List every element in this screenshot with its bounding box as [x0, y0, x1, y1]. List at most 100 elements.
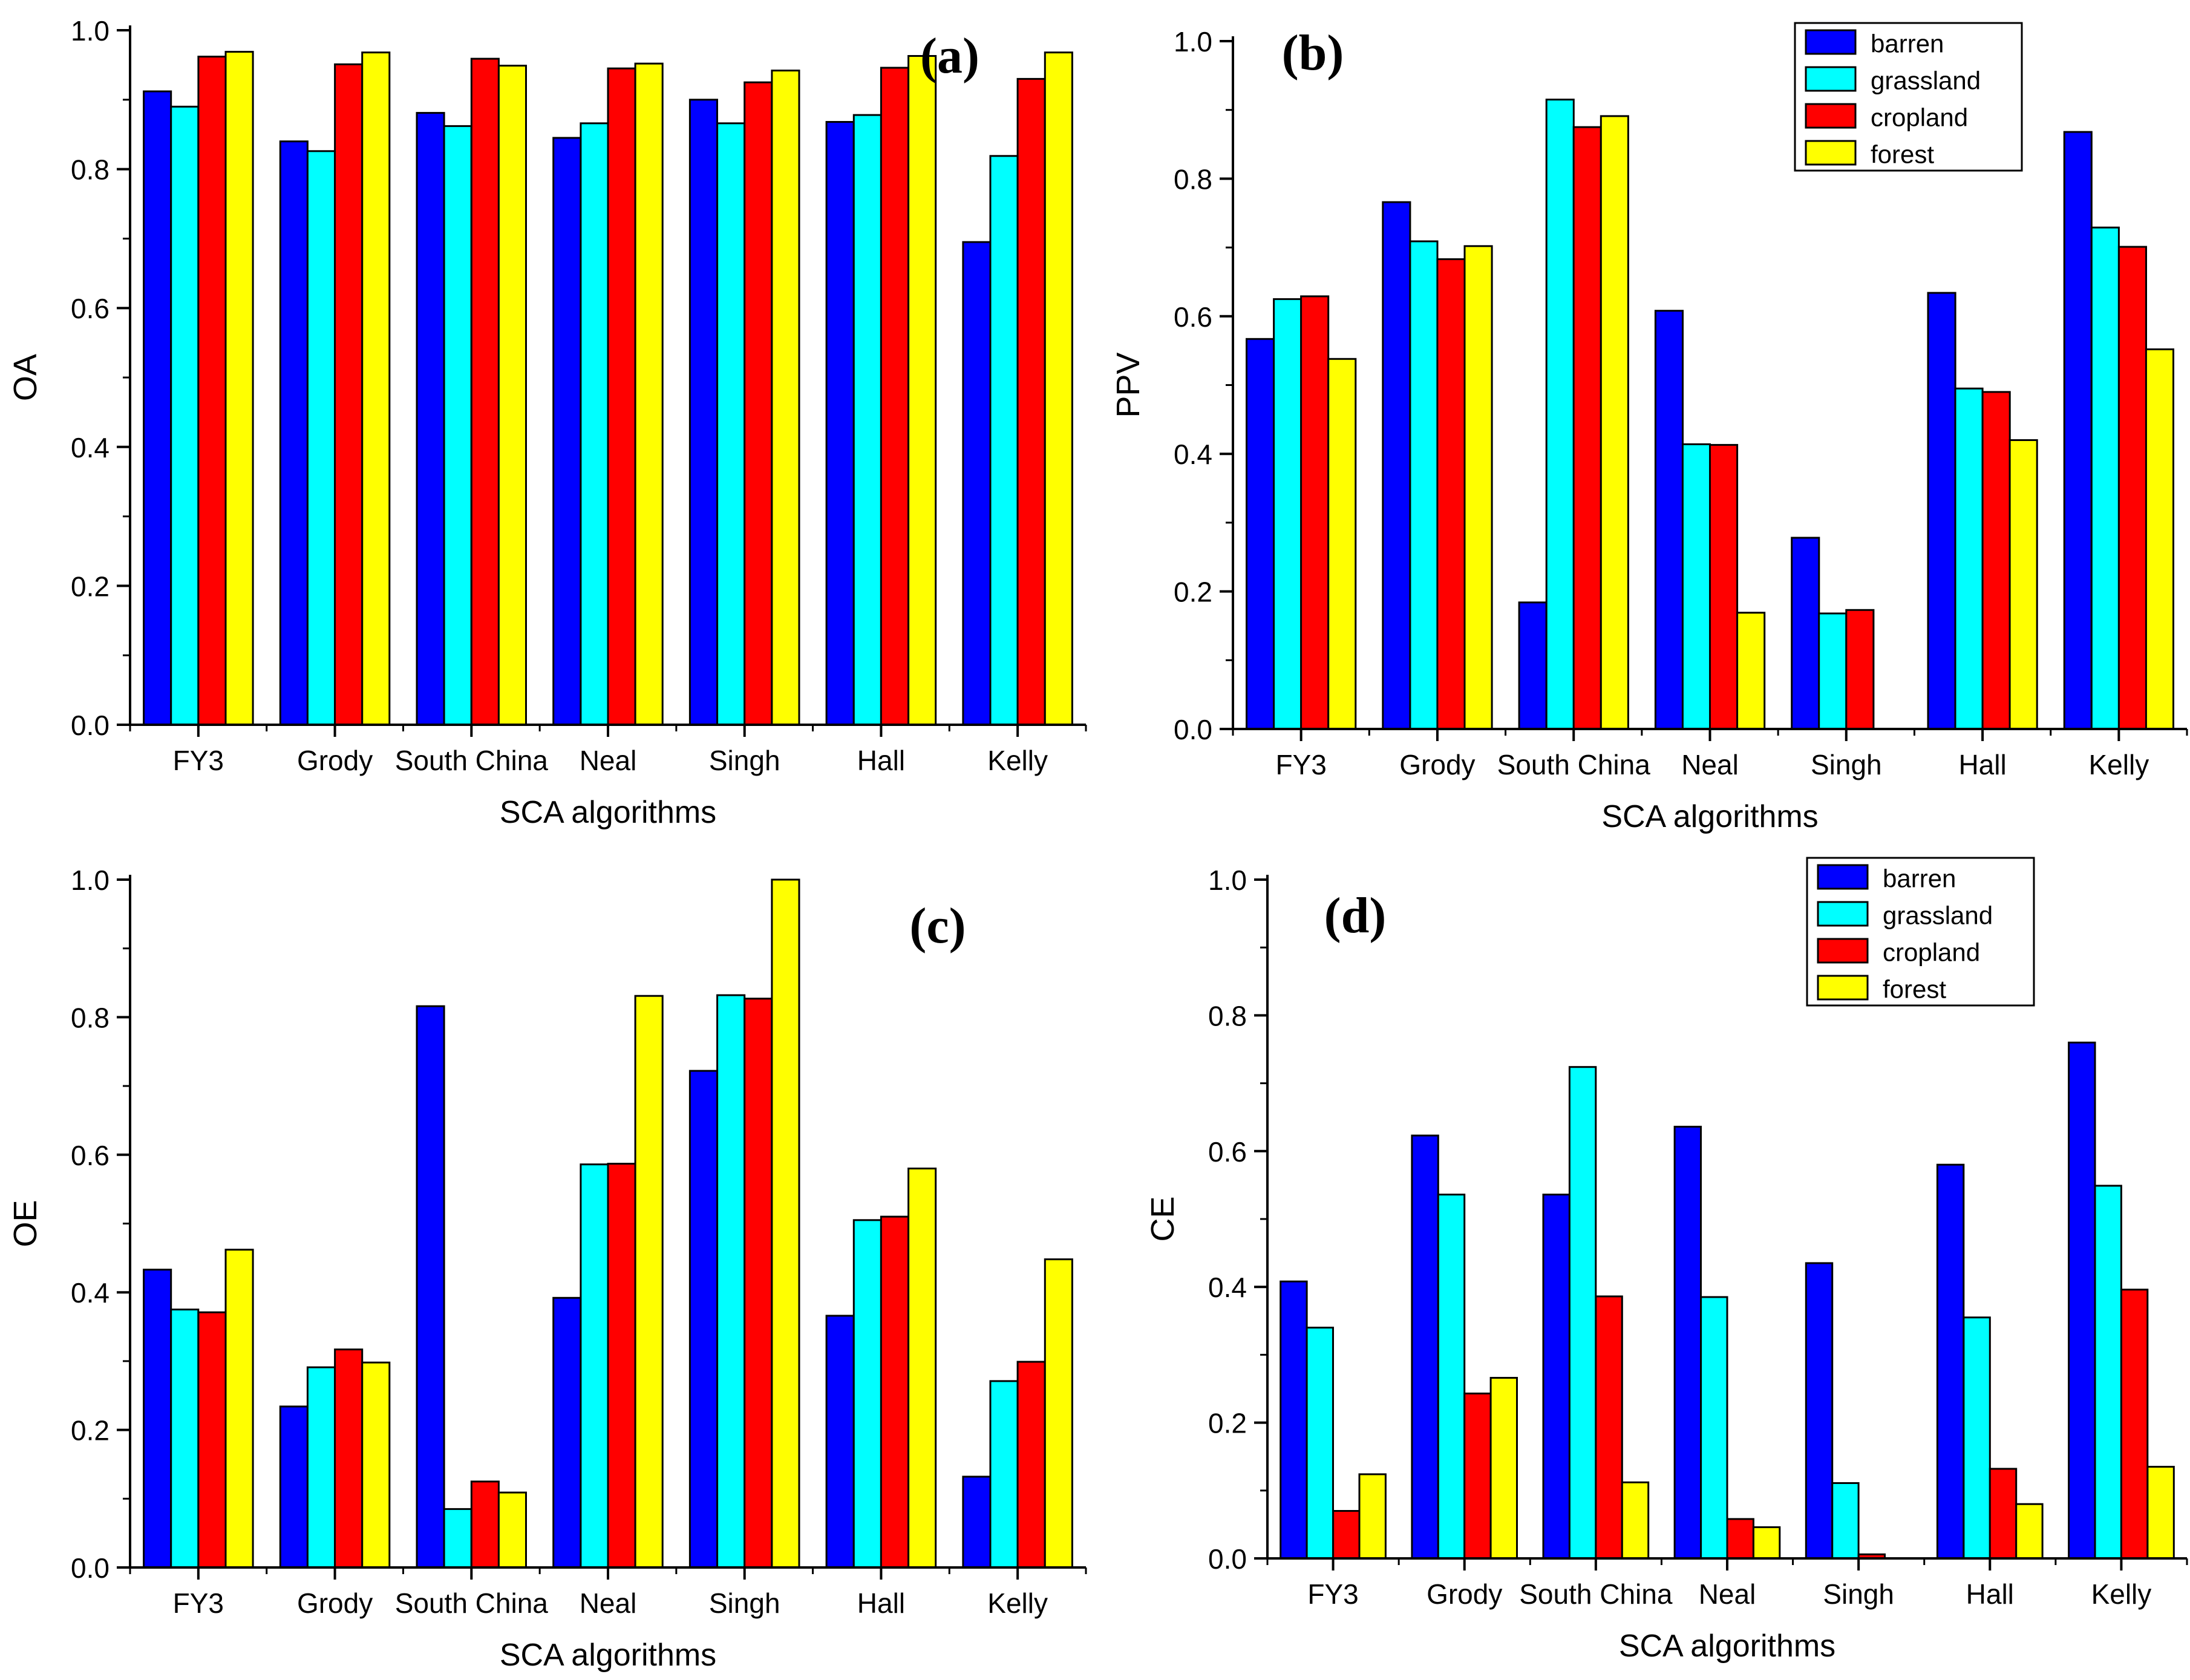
bar-forest-neal — [634, 995, 664, 1569]
chart-panel-b: 0.0 0.2 0.4 0.6 0.8 1.0 FY3 Grody South China Ne… — [1095, 0, 2190, 838]
bar-barren-hall — [1936, 1163, 1965, 1560]
x-tick-label: FY3 — [1275, 749, 1326, 780]
bar-cropland-kelly — [2120, 1289, 2149, 1560]
bar-grassland-south-china — [1568, 1066, 1597, 1560]
bar-grassland-singh — [1831, 1482, 1860, 1560]
legend-label-barren: barren — [1871, 30, 1944, 58]
x-tick-label: South China — [1519, 1578, 1673, 1610]
bar-cropland-fy3 — [197, 1311, 227, 1569]
bar-forest-fy3 — [224, 51, 254, 726]
y-tick-label: 0.8 — [1208, 1000, 1247, 1031]
legend-swatch-forest — [1805, 140, 1857, 166]
bar-grassland-grody — [306, 1366, 336, 1569]
bars-group — [143, 878, 1073, 1569]
x-tick-label: Grody — [297, 1587, 373, 1619]
y-ticks-group: 0.0 0.2 0.4 0.6 0.8 1.0 — [71, 865, 130, 1584]
x-axis-label: SCA algorithms — [500, 1638, 716, 1673]
bar-cropland-fy3 — [1300, 295, 1330, 730]
x-tick-label: FY3 — [173, 1587, 224, 1619]
x-ticks-group: FY3 Grody South China Neal Singh Hall Kelly — [1232, 729, 2188, 780]
x-tick-label: Singh — [709, 1587, 780, 1619]
chart-a-svg: 0.0 0.2 0.4 0.6 0.8 1.0 FY3 Grody South China Ne… — [7, 15, 1087, 830]
x-tick-label: Kelly — [2088, 749, 2149, 780]
legend-label-grassland: grassland — [1871, 67, 1981, 95]
bar-grassland-neal — [580, 122, 609, 726]
legend-swatch-grassland — [1805, 66, 1857, 92]
y-tick-label: 0.2 — [1174, 577, 1212, 608]
bar-cropland-singh — [1845, 609, 1875, 730]
bar-grassland-fy3 — [1273, 298, 1303, 730]
y-tick-label: 0.8 — [71, 1002, 109, 1033]
bar-forest-fy3 — [1358, 1473, 1387, 1560]
bar-cropland-neal — [607, 1163, 636, 1569]
y-tick-label: 0.8 — [71, 154, 109, 186]
y-tick-label: 0.6 — [71, 1140, 109, 1171]
bar-forest-neal — [1752, 1526, 1781, 1560]
legend-swatch-grassland — [1817, 901, 1869, 927]
x-tick-label: Kelly — [987, 1587, 1048, 1619]
bar-barren-south-china — [1518, 601, 1548, 730]
x-tick-label: South China — [395, 745, 549, 776]
bar-cropland-grody — [1463, 1392, 1492, 1560]
bar-cropland-fy3 — [1332, 1510, 1361, 1560]
chart-panel-d: 0.0 0.2 0.4 0.6 0.8 1.0 FY3 Grody South China Ne… — [1095, 838, 2190, 1677]
x-tick-label: Singh — [1811, 749, 1882, 780]
y-tick-label: 1.0 — [1208, 865, 1247, 896]
bar-grassland-south-china — [443, 1508, 472, 1569]
bar-grassland-hall — [1954, 387, 1984, 730]
bar-barren-fy3 — [1280, 1280, 1308, 1560]
y-tick-label: 0.6 — [1174, 301, 1212, 333]
chart-d-svg: 0.0 0.2 0.4 0.6 0.8 1.0 FY3 Grody South China Ne… — [1145, 857, 2188, 1664]
bar-barren-kelly — [2068, 1041, 2096, 1560]
bar-barren-kelly — [962, 241, 992, 726]
bar-barren-neal — [1654, 310, 1684, 730]
legend-swatch-barren — [1805, 29, 1857, 55]
y-tick-label: 0.4 — [1208, 1272, 1247, 1303]
bar-forest-hall — [907, 55, 937, 726]
bars-group — [143, 51, 1073, 726]
bar-cropland-south-china — [1595, 1295, 1623, 1560]
bar-barren-south-china — [1542, 1194, 1571, 1560]
bar-barren-neal — [552, 1296, 582, 1569]
x-axis-label: SCA algorithms — [500, 795, 716, 830]
y-tick-label: 0.6 — [71, 293, 109, 324]
bar-forest-kelly — [1044, 51, 1073, 726]
bar-cropland-south-china — [1572, 126, 1602, 730]
bar-forest-hall — [2015, 1503, 2044, 1560]
bar-barren-fy3 — [1246, 338, 1275, 730]
y-axis-label: OA — [7, 354, 44, 401]
bar-barren-singh — [688, 1070, 719, 1569]
bar-forest-fy3 — [1327, 358, 1357, 730]
panel-label: (c) — [909, 898, 966, 954]
legend-label-cropland: cropland — [1871, 103, 1968, 132]
bar-forest-grody — [361, 1361, 391, 1569]
bar-cropland-grody — [334, 1348, 364, 1569]
bar-forest-south-china — [1621, 1481, 1650, 1560]
y-tick-label: 0.6 — [1208, 1136, 1247, 1168]
bar-grassland-fy3 — [170, 105, 200, 726]
bar-forest-grody — [1489, 1377, 1518, 1560]
bar-forest-south-china — [497, 1491, 528, 1569]
chart-b-svg: 0.0 0.2 0.4 0.6 0.8 1.0 FY3 Grody South China Ne… — [1110, 22, 2188, 834]
bar-barren-south-china — [416, 112, 445, 726]
bar-cropland-kelly — [2117, 246, 2148, 730]
bar-barren-neal — [1673, 1125, 1702, 1560]
bar-grassland-neal — [1681, 443, 1711, 730]
x-axis-label: SCA algorithms — [1601, 799, 1818, 834]
bar-cropland-south-china — [470, 57, 500, 726]
x-tick-label: Singh — [709, 745, 780, 776]
bar-grassland-kelly — [2090, 226, 2120, 730]
x-axis-label: SCA algorithms — [1619, 1629, 1835, 1664]
y-axis-label: PPV — [1110, 352, 1146, 417]
y-ticks-group: 0.0 0.2 0.4 0.6 0.8 1.0 — [1208, 865, 1267, 1575]
legend-swatch-cropland — [1817, 938, 1869, 964]
bar-cropland-hall — [880, 1215, 910, 1569]
bar-grassland-singh — [716, 994, 746, 1569]
x-ticks-group: FY3 Grody South China Neal Singh Hall Kelly — [129, 1567, 1087, 1619]
bar-barren-hall — [825, 1315, 855, 1569]
x-tick-label: FY3 — [1307, 1578, 1358, 1610]
chart-panel-a: 0.0 0.2 0.4 0.6 0.8 1.0 FY3 Grody South China Ne… — [0, 0, 1095, 838]
bar-barren-fy3 — [143, 90, 172, 726]
legend: barren grassland cropland forest — [1794, 22, 2023, 172]
bar-forest-kelly — [1044, 1258, 1073, 1569]
